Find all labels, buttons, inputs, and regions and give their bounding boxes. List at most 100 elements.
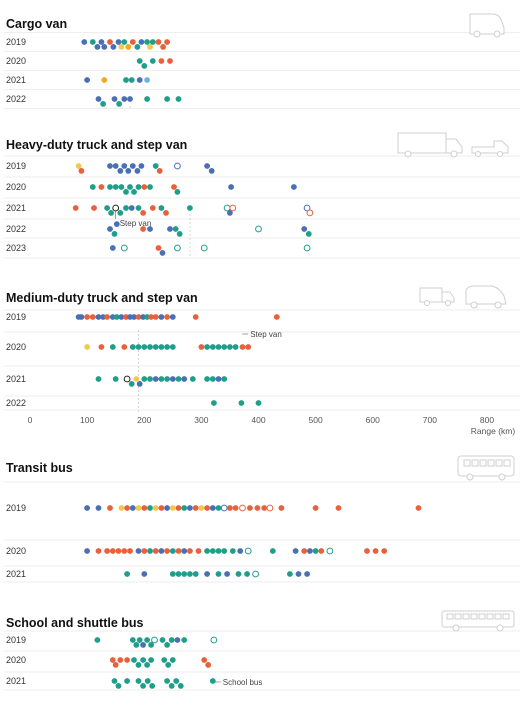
- box-truck-icon: [397, 132, 463, 158]
- data-point: [149, 58, 156, 64]
- data-point: [123, 375, 131, 383]
- data-point: [221, 548, 228, 554]
- data-point: [164, 39, 171, 45]
- year-label: 2022: [6, 398, 26, 408]
- van-icon: [465, 285, 507, 309]
- data-point: [215, 344, 222, 350]
- section-title: Transit bus: [6, 461, 73, 475]
- data-point: [247, 505, 253, 511]
- data-point: [121, 548, 128, 554]
- data-point: [136, 77, 143, 83]
- data-point: [144, 662, 151, 668]
- data-point: [223, 204, 231, 212]
- data-point: [100, 314, 106, 320]
- data-point: [95, 505, 102, 511]
- data-point: [164, 96, 171, 102]
- data-point: [261, 505, 268, 511]
- data-point: [181, 571, 188, 577]
- data-point: [84, 505, 90, 511]
- data-point: [252, 570, 260, 578]
- data-point: [164, 678, 171, 684]
- data-point: [140, 210, 147, 216]
- data-point: [107, 505, 113, 511]
- data-point: [211, 400, 217, 406]
- data-point: [245, 344, 252, 350]
- year-rows: 2019 2020 2021 2022 2019 2020 2021 2022 2023 2019…: [6, 37, 26, 686]
- data-point: [158, 314, 165, 320]
- data-point: [229, 204, 237, 212]
- cargo-van-icon: [469, 13, 505, 38]
- data-point: [128, 381, 135, 387]
- year-label: 2019: [6, 503, 26, 513]
- data-point: [175, 376, 182, 382]
- data-point: [108, 210, 114, 216]
- data-point: [273, 314, 280, 320]
- section-title: Heavy-duty truck and step van: [6, 138, 187, 152]
- data-point: [195, 548, 202, 554]
- gridlines: [4, 32, 520, 691]
- data-point: [209, 505, 216, 511]
- data-point: [141, 344, 148, 350]
- data-point: [187, 548, 193, 554]
- data-point: [104, 205, 110, 211]
- data-point: [174, 162, 181, 170]
- data-point: [133, 642, 140, 648]
- data-point: [204, 344, 211, 350]
- data-point: [115, 548, 122, 554]
- data-point: [138, 163, 145, 169]
- data-point: [174, 637, 181, 643]
- data-point: [94, 44, 101, 50]
- data-point: [307, 548, 313, 554]
- data-point: [117, 210, 124, 216]
- data-point: [381, 548, 388, 554]
- data-point: [109, 314, 116, 320]
- year-label: 2021: [6, 676, 26, 686]
- data-point: [198, 344, 205, 350]
- data-point: [227, 210, 233, 216]
- data-point: [135, 314, 142, 320]
- annotation-label: Step van: [250, 330, 282, 339]
- data-point: [141, 63, 148, 69]
- data-point: [124, 657, 130, 663]
- data-point: [201, 657, 208, 663]
- data-point: [104, 548, 110, 554]
- data-point: [129, 39, 136, 45]
- data-point: [305, 231, 312, 237]
- data-point: [192, 505, 199, 511]
- section-title: Medium-duty truck and step van: [6, 291, 198, 305]
- data-point: [244, 547, 252, 555]
- data-point: [125, 168, 132, 174]
- data-point: [209, 678, 216, 684]
- data-point: [116, 101, 122, 107]
- data-point: [121, 39, 128, 45]
- data-point: [81, 39, 88, 45]
- data-point: [136, 58, 143, 64]
- data-point: [227, 344, 233, 350]
- data-point: [175, 505, 182, 511]
- data-point: [147, 44, 153, 50]
- data-point: [135, 678, 142, 684]
- data-point: [110, 44, 117, 50]
- bus-icon: [457, 455, 515, 481]
- data-point: [239, 344, 246, 350]
- data-point: [169, 505, 176, 511]
- data-point: [149, 205, 156, 211]
- x-tick-label: 700: [423, 415, 437, 425]
- data-point: [149, 683, 156, 689]
- data-point: [107, 163, 113, 169]
- data-point: [172, 226, 179, 232]
- data-point: [123, 77, 129, 83]
- data-point: [123, 189, 129, 195]
- data-point: [152, 548, 159, 554]
- data-point: [215, 571, 222, 577]
- data-point: [169, 376, 176, 382]
- data-point: [89, 39, 96, 45]
- data-point: [109, 245, 116, 251]
- data-point: [121, 96, 128, 102]
- data-point: [292, 548, 299, 554]
- data-point: [164, 505, 171, 511]
- data-point: [144, 637, 151, 643]
- data-point: [115, 39, 122, 45]
- data-point: [303, 244, 311, 252]
